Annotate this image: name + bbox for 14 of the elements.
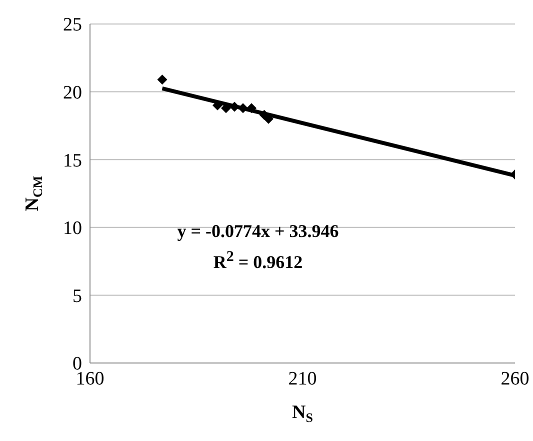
- x-tick-label: 260: [500, 368, 530, 390]
- point: [246, 103, 256, 114]
- annotation: R$^{2}$ = 0.9612: [212, 248, 304, 274]
- y-tick-label: 10: [63, 218, 82, 240]
- y-tick-label: 15: [63, 150, 82, 172]
- y-tick-label: 25: [63, 14, 82, 36]
- y-tick-label: 20: [63, 82, 82, 104]
- point: [230, 102, 240, 112]
- point: [157, 74, 168, 85]
- annotation: y = -0.0774x + 33.946: [176, 220, 340, 243]
- x-tick-label: 210: [288, 368, 317, 390]
- x-axis-title: N$_{S}$: [292, 402, 313, 425]
- point: [238, 103, 248, 114]
- y-tick-label: 5: [72, 286, 82, 307]
